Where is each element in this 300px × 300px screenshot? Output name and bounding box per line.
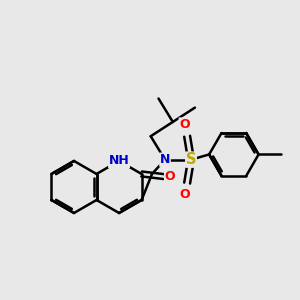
Text: O: O	[165, 170, 175, 183]
Text: N: N	[160, 153, 170, 166]
Text: NH: NH	[109, 154, 129, 167]
Text: O: O	[179, 188, 190, 201]
Text: O: O	[179, 118, 190, 131]
Text: S: S	[186, 152, 196, 167]
